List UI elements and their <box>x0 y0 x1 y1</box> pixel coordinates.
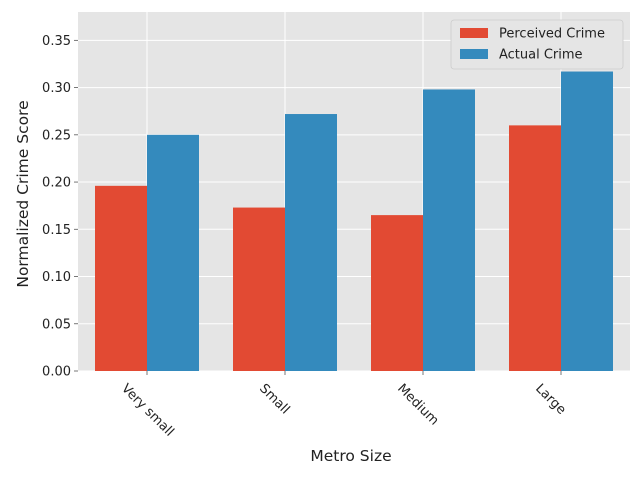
bar-actual-crime-very-small <box>147 134 199 371</box>
y-tick-label: 0.20 <box>42 176 71 191</box>
bar-perceived-crime-very-small <box>95 185 147 371</box>
y-tick-label: 0.25 <box>42 128 71 143</box>
bar-perceived-crime-medium <box>371 215 423 371</box>
bar-actual-crime-small <box>285 114 337 371</box>
y-axis-ticks: 0.00 0.05 0.10 0.15 0.20 0.25 0.30 0.35 <box>42 34 78 380</box>
legend: Perceived Crime Actual Crime <box>450 19 624 70</box>
legend-label-actual-crime: Actual Crime <box>499 48 583 63</box>
y-tick-label: 0.05 <box>42 317 71 332</box>
legend-swatch-actual-crime <box>460 49 488 59</box>
x-axis-label: Metro Size <box>310 447 391 465</box>
y-axis-label: Normalized Crime Score <box>14 100 32 287</box>
x-tick-label: Small <box>256 381 292 417</box>
x-tick-label: Medium <box>394 381 441 428</box>
legend-label-perceived-crime: Perceived Crime <box>499 27 605 42</box>
y-tick-label: 0.15 <box>42 223 71 238</box>
bar-perceived-crime-large <box>509 125 561 371</box>
bar-actual-crime-medium <box>423 89 475 372</box>
x-tick-label: Large <box>532 381 568 417</box>
x-axis-ticks: Very small Small Medium Large <box>118 371 569 440</box>
y-tick-label: 0.00 <box>42 365 71 380</box>
bars <box>95 71 613 372</box>
bar-perceived-crime-small <box>233 207 285 371</box>
y-tick-label: 0.10 <box>42 270 71 285</box>
legend-swatch-perceived-crime <box>460 28 488 38</box>
x-tick-label: Very small <box>118 381 176 439</box>
y-tick-label: 0.30 <box>42 81 71 96</box>
y-tick-label: 0.35 <box>42 34 71 49</box>
bar-actual-crime-large <box>561 71 613 371</box>
legend-frame <box>450 19 624 70</box>
